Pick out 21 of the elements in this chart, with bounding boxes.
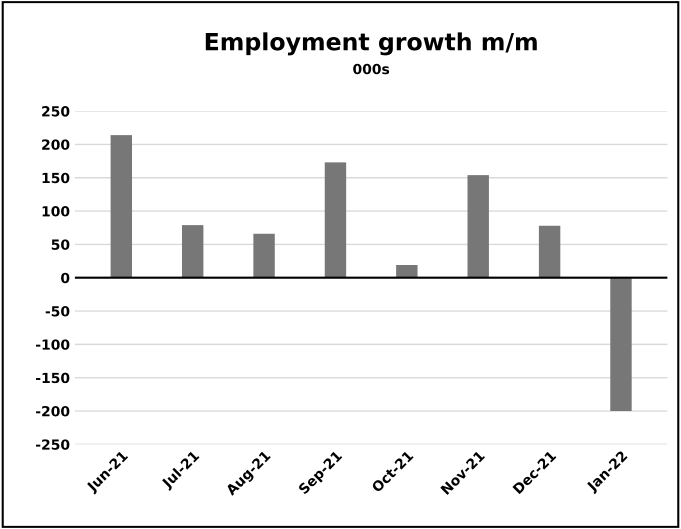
y-tick-label: 150 — [42, 172, 70, 184]
bar — [468, 175, 489, 278]
bar — [110, 135, 132, 278]
y-tick-label: -50 — [46, 306, 70, 317]
bar — [538, 226, 560, 278]
y-tick-label: 200 — [42, 139, 70, 150]
y-tick-label: 50 — [52, 239, 70, 250]
y-tick-label: -250 — [36, 439, 70, 450]
chart-title: Employment growth m/m — [206, 32, 537, 56]
y-tick-label: 250 — [42, 106, 70, 117]
y-tick-label: -200 — [36, 406, 70, 417]
y-tick-label: -150 — [36, 372, 70, 384]
y-tick-label: 0 — [61, 272, 70, 284]
bar — [182, 225, 204, 278]
y-tick-label: 100 — [42, 206, 70, 217]
bar — [396, 265, 418, 278]
bar — [253, 234, 275, 278]
y-tick-label: -100 — [36, 339, 70, 350]
bar — [324, 162, 346, 278]
chart-subtitle: 000s — [353, 64, 390, 74]
bar — [610, 278, 632, 412]
